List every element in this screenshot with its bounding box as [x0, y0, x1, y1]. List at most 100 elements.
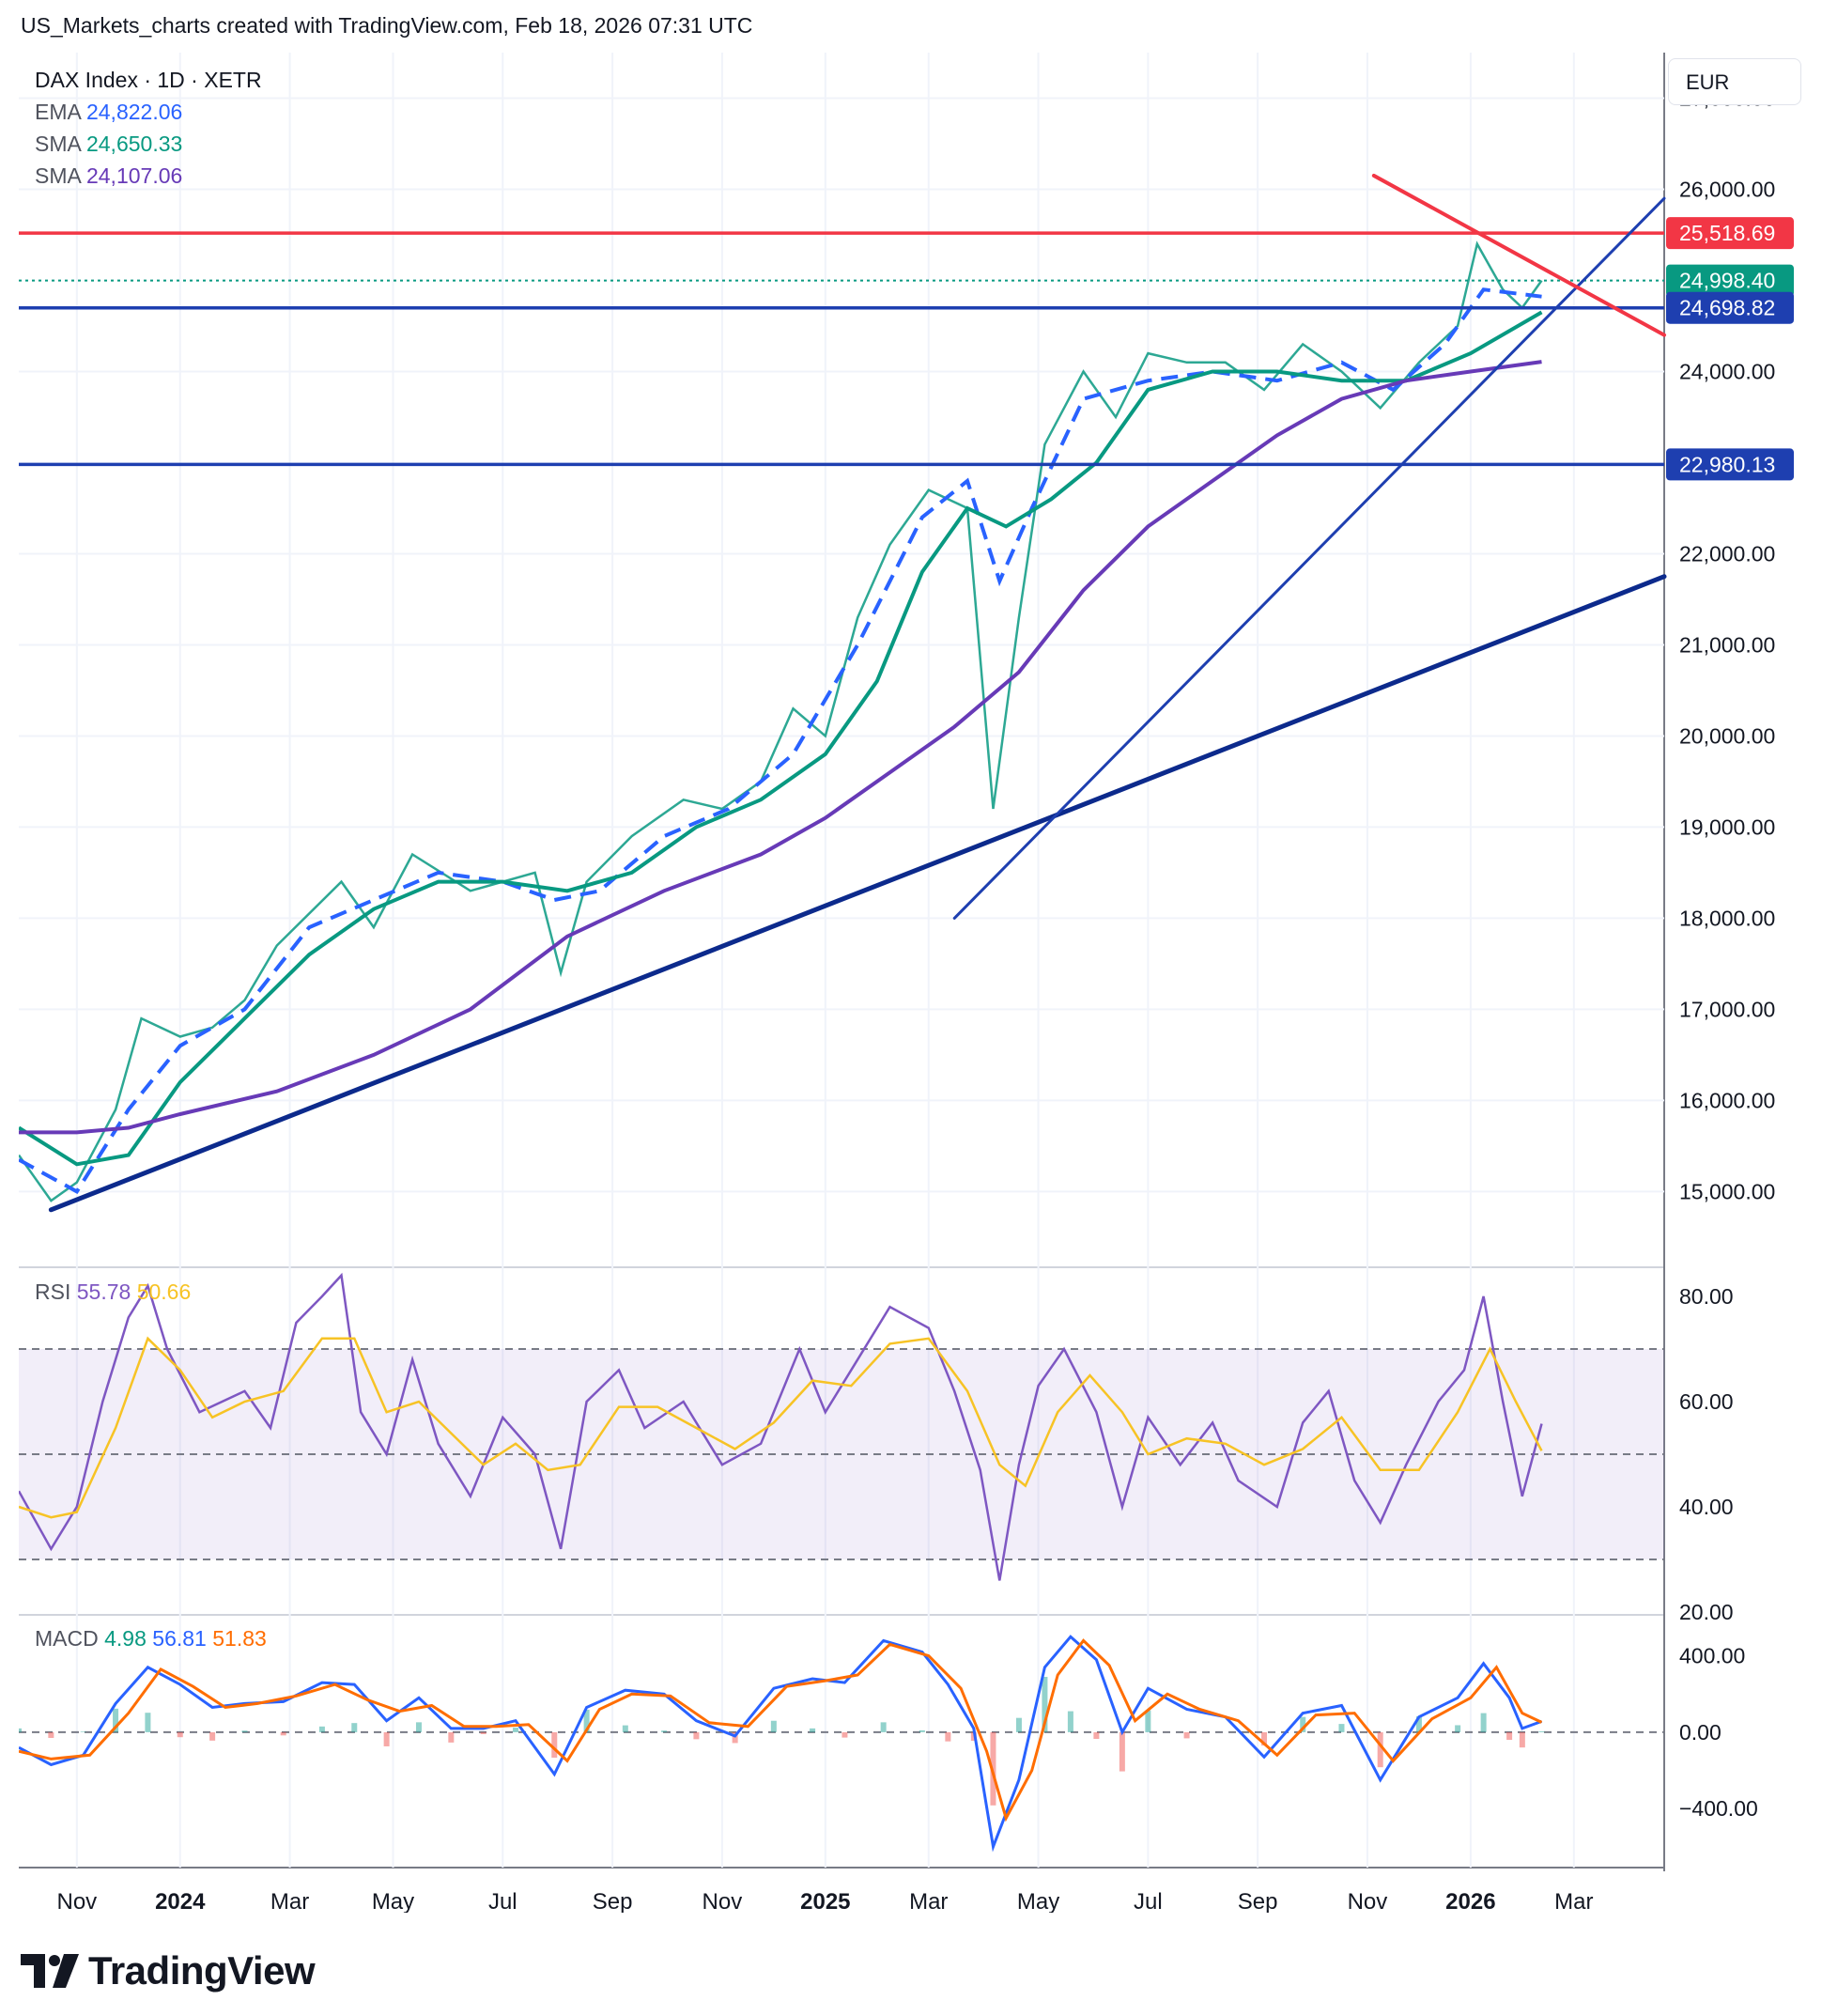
trendline[interactable]	[1371, 173, 1666, 337]
macd-histogram-bar[interactable]	[622, 1725, 628, 1732]
price-y-tick-label: 20,000.00	[1679, 723, 1775, 748]
macd-histogram-bar[interactable]	[1338, 1724, 1345, 1732]
macd-histogram-bar[interactable]	[1506, 1731, 1513, 1741]
macd-histogram-bar[interactable]	[1042, 1676, 1048, 1732]
macd-histogram-bar[interactable]	[880, 1722, 887, 1732]
price-y-tick-label: 19,000.00	[1679, 814, 1775, 839]
macd-histogram-bar[interactable]	[209, 1731, 216, 1741]
macd-histogram-bar[interactable]	[241, 1730, 248, 1732]
macd-histogram-bar[interactable]	[448, 1731, 455, 1743]
price-y-tick-label: 24,000.00	[1679, 359, 1775, 383]
macd-histogram-bar[interactable]	[1455, 1725, 1461, 1732]
price-level-label: 22,980.13	[1679, 452, 1775, 476]
sma2-legend-row[interactable]: SMA 24,107.06	[35, 160, 262, 192]
macd-histogram-bar[interactable]	[48, 1731, 54, 1739]
price-level-label: 25,518.69	[1679, 221, 1775, 245]
rsi-y-tick-label: 20.00	[1679, 1600, 1734, 1624]
macd-histogram-bar[interactable]	[1119, 1731, 1125, 1772]
macd-y-tick-label: 0.00	[1679, 1720, 1722, 1745]
macd-legend[interactable]: MACD 4.98 56.81 51.83	[35, 1622, 267, 1654]
macd-histogram-bar[interactable]	[810, 1728, 816, 1732]
macd-histogram-bar[interactable]	[318, 1726, 325, 1732]
macd-histogram-bar[interactable]	[732, 1731, 738, 1744]
x-tick-label: Sep	[593, 1889, 633, 1913]
macd-histogram-bar[interactable]	[19, 1728, 22, 1732]
macd-histogram-bar[interactable]	[945, 1731, 951, 1742]
price-label-box	[1666, 448, 1794, 481]
rsi-ma-legend-value: 50.66	[136, 1279, 192, 1304]
rsi-y-tick-label: 60.00	[1679, 1389, 1734, 1414]
chart-canvas[interactable]: Nov 2024 Mar May Jul Sep Nov 2025 Mar May Jul Sep No…	[19, 53, 1809, 1913]
macd-histogram-bar[interactable]	[480, 1731, 486, 1734]
sma2-legend-value: 24,107.06	[85, 163, 183, 188]
macd-histogram-bar[interactable]	[1093, 1731, 1100, 1740]
macd-histogram-bar[interactable]	[145, 1713, 151, 1732]
sma1-legend-label: SMA	[35, 132, 81, 156]
ema-legend-label: EMA	[35, 100, 81, 124]
price-y-tick-label: 22,000.00	[1679, 541, 1775, 566]
chart-frame: Nov 2024 Mar May Jul Sep Nov 2025 Mar May Jul Sep No…	[19, 53, 1809, 1913]
macd-series-line[interactable]	[19, 1635, 1543, 1853]
macd-histogram-bar[interactable]	[113, 1708, 119, 1732]
symbol-title[interactable]: DAX Index · 1D · XETR	[35, 68, 262, 92]
price-y-tick-label: 21,000.00	[1679, 632, 1775, 657]
price-y-tick-label: 16,000.00	[1679, 1088, 1775, 1112]
macd-histogram-bar[interactable]	[80, 1731, 86, 1732]
macd-histogram-bar[interactable]	[693, 1731, 700, 1740]
tradingview-logo[interactable]: TradingView	[21, 1948, 316, 1993]
rsi-series-line[interactable]	[19, 1336, 1543, 1519]
price-level-label: 24,998.40	[1679, 269, 1775, 293]
macd-histogram-bar[interactable]	[280, 1731, 286, 1736]
macd-legend-label: MACD	[35, 1626, 99, 1651]
macd-histogram-bar[interactable]	[919, 1729, 925, 1732]
sma1-legend-row[interactable]: SMA 24,650.33	[35, 128, 262, 160]
price-series-line[interactable]	[19, 287, 1542, 1195]
rsi-y-tick-label: 40.00	[1679, 1495, 1734, 1519]
macd-histogram-bar[interactable]	[415, 1722, 422, 1732]
macd-histogram-bar[interactable]	[1145, 1710, 1151, 1732]
x-tick-label: Mar	[1554, 1889, 1593, 1913]
rsi-y-tick-label: 80.00	[1679, 1284, 1734, 1309]
price-y-tick-label: 26,000.00	[1679, 177, 1775, 201]
macd-histogram-bar[interactable]	[1015, 1717, 1022, 1732]
macd-series-line[interactable]	[19, 1638, 1543, 1822]
rsi-legend-value: 55.78	[76, 1279, 131, 1304]
macd-histogram-bar[interactable]	[661, 1730, 668, 1732]
macd-histogram-bar[interactable]	[551, 1731, 558, 1759]
ema-legend-row[interactable]: EMA 24,822.06	[35, 96, 262, 128]
trendline[interactable]	[48, 574, 1667, 1213]
macd-histogram-bar[interactable]	[842, 1731, 848, 1738]
macd-histogram-bar[interactable]	[513, 1728, 519, 1732]
currency-button[interactable]: EUR	[1668, 58, 1801, 105]
macd-histogram-bar[interactable]	[583, 1709, 590, 1732]
chart-caption: US_Markets_charts created with TradingVi…	[21, 13, 753, 38]
macd-histogram-bar[interactable]	[351, 1723, 358, 1732]
macd-histogram-bar[interactable]	[1300, 1716, 1306, 1732]
price-series-line[interactable]	[19, 360, 1542, 1135]
macd-histogram-bar[interactable]	[1183, 1731, 1190, 1739]
x-tick-label: May	[372, 1889, 414, 1913]
macd-histogram-bar[interactable]	[177, 1731, 183, 1738]
macd-histogram-bar[interactable]	[1519, 1731, 1525, 1748]
trendline[interactable]	[952, 196, 1666, 920]
macd-histogram-bar[interactable]	[1261, 1731, 1268, 1746]
macd-y-tick-label: −400.00	[1679, 1796, 1758, 1821]
macd-histogram-bar[interactable]	[1538, 1730, 1545, 1732]
x-tick-label: 2025	[800, 1889, 850, 1913]
x-tick-label: May	[1017, 1889, 1059, 1913]
tradingview-logo-text: TradingView	[88, 1948, 316, 1993]
macd-histogram-bar[interactable]	[1377, 1731, 1383, 1768]
macd-histogram-bar[interactable]	[383, 1731, 390, 1746]
macd-histogram-bar[interactable]	[770, 1720, 777, 1732]
rsi-legend[interactable]: RSI 55.78 50.66	[35, 1276, 191, 1308]
macd-histogram-bar[interactable]	[1480, 1713, 1487, 1732]
x-tick-label: Jul	[1134, 1889, 1163, 1913]
x-tick-label: Nov	[56, 1889, 97, 1913]
macd-histogram-bar[interactable]	[1415, 1715, 1422, 1732]
price-series-line[interactable]	[19, 310, 1543, 1167]
macd-histogram-bar[interactable]	[1067, 1711, 1073, 1732]
price-y-tick-label: 15,000.00	[1679, 1179, 1775, 1203]
price-y-tick-label: 17,000.00	[1679, 997, 1775, 1021]
macd-hist-legend-value: 4.98	[104, 1626, 147, 1651]
price-line[interactable]	[19, 240, 1543, 1202]
